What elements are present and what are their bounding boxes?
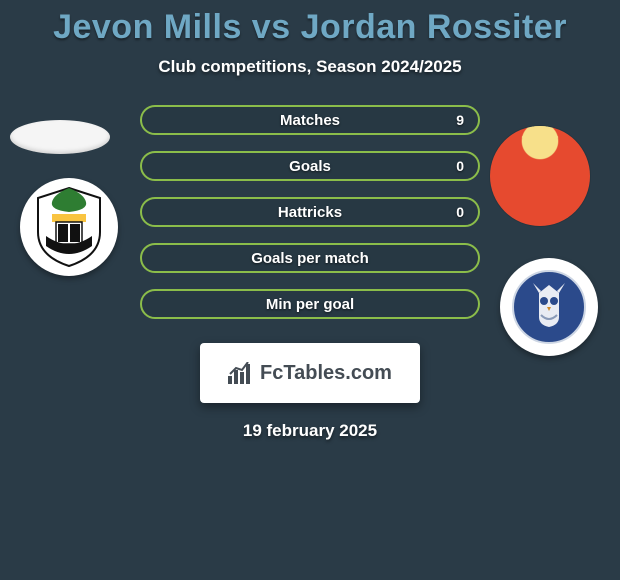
stat-value-right: 0 xyxy=(456,204,464,220)
stat-label: Goals per match xyxy=(251,250,369,267)
stat-row-goals-per-match: Goals per match xyxy=(140,243,480,273)
player2-avatar xyxy=(490,126,590,226)
brand-text: FcTables.com xyxy=(260,362,392,385)
stat-label: Goals xyxy=(289,158,331,175)
comparison-card: Jevon Mills vs Jordan Rossiter Club comp… xyxy=(0,0,620,580)
page-title: Jevon Mills vs Jordan Rossiter xyxy=(0,8,620,47)
player2-club-crest xyxy=(500,258,598,356)
stat-label: Hattricks xyxy=(278,204,342,221)
stat-row-min-per-goal: Min per goal xyxy=(140,289,480,319)
source-logo: FcTables.com xyxy=(200,343,420,403)
season-subtitle: Club competitions, Season 2024/2025 xyxy=(0,57,620,77)
stat-row-matches: Matches 9 xyxy=(140,105,480,135)
snapshot-date: 19 february 2025 xyxy=(0,421,620,441)
stat-value-right: 0 xyxy=(456,158,464,174)
stat-label: Matches xyxy=(280,112,340,129)
player1-avatar xyxy=(10,120,110,154)
stat-value-right: 9 xyxy=(456,112,464,128)
player1-club-crest xyxy=(20,178,118,276)
stat-label: Min per goal xyxy=(266,296,354,313)
bar-chart-icon xyxy=(228,362,254,384)
stat-row-hattricks: Hattricks 0 xyxy=(140,197,480,227)
stats-list: Matches 9 Goals 0 Hattricks 0 Goals per … xyxy=(140,105,480,319)
stat-row-goals: Goals 0 xyxy=(140,151,480,181)
